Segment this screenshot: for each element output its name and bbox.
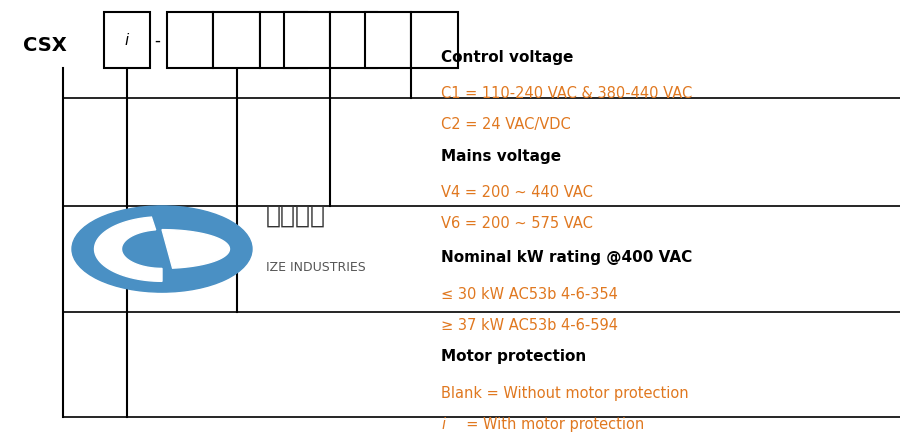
Text: i: i <box>441 416 446 431</box>
Text: V6 = 200 ~ 575 VAC: V6 = 200 ~ 575 VAC <box>441 216 593 231</box>
Bar <box>330 13 377 69</box>
Text: Control voltage: Control voltage <box>441 49 573 64</box>
Text: CSX: CSX <box>22 36 67 55</box>
Text: V4 = 200 ~ 440 VAC: V4 = 200 ~ 440 VAC <box>441 185 593 200</box>
Polygon shape <box>162 230 230 269</box>
Text: ≤ 30 kW AC53b 4-6-354: ≤ 30 kW AC53b 4-6-354 <box>441 286 618 301</box>
Text: i: i <box>125 33 129 48</box>
Bar <box>284 13 330 69</box>
Polygon shape <box>94 217 162 282</box>
Text: ≥ 37 kW AC53b 4-6-594: ≥ 37 kW AC53b 4-6-594 <box>441 317 618 332</box>
Bar <box>213 13 260 69</box>
Bar <box>104 13 150 69</box>
Bar <box>260 13 307 69</box>
Text: C1 = 110-240 VAC & 380-440 VAC: C1 = 110-240 VAC & 380-440 VAC <box>441 86 692 101</box>
Text: C2 = 24 VAC/VDC: C2 = 24 VAC/VDC <box>441 117 571 132</box>
Text: 爱泽工业: 爱泽工业 <box>266 203 326 227</box>
Bar <box>166 13 213 69</box>
Text: Nominal kW rating @400 VAC: Nominal kW rating @400 VAC <box>441 250 692 264</box>
Text: Motor protection: Motor protection <box>441 349 586 363</box>
Bar <box>364 13 411 69</box>
Circle shape <box>72 207 252 293</box>
Text: Mains voltage: Mains voltage <box>441 148 561 163</box>
Text: -: - <box>382 32 387 50</box>
Text: -: - <box>311 32 317 50</box>
Text: = With motor protection: = With motor protection <box>457 416 644 431</box>
Text: IZE INDUSTRIES: IZE INDUSTRIES <box>266 260 365 273</box>
Text: -: - <box>155 32 160 50</box>
Bar <box>411 13 458 69</box>
Text: Blank = Without motor protection: Blank = Without motor protection <box>441 385 688 400</box>
